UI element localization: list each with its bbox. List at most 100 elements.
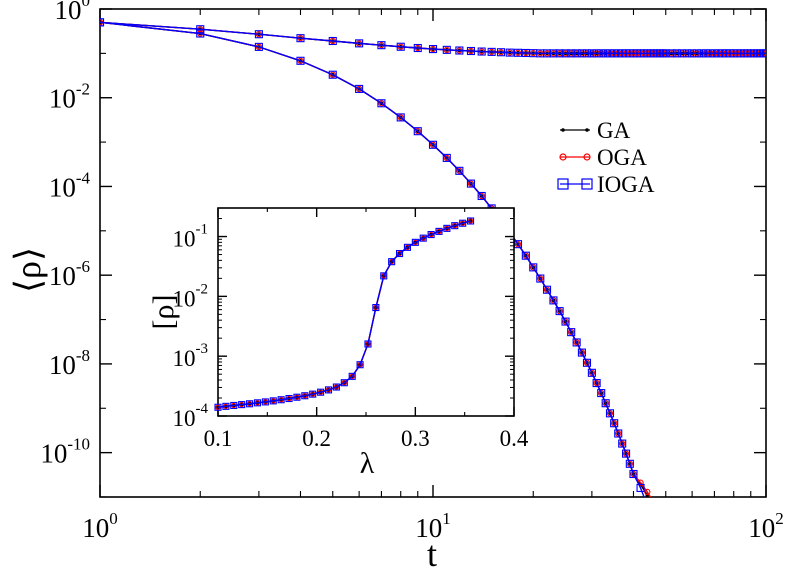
inset-y-tick-label: 10-2 bbox=[173, 281, 209, 311]
data-point bbox=[332, 383, 340, 391]
data-point bbox=[537, 275, 544, 282]
data-point bbox=[572, 49, 581, 58]
main-y-tick-label: 10-8 bbox=[49, 346, 90, 380]
data-point bbox=[412, 239, 419, 246]
data-point bbox=[513, 48, 523, 57]
main-y-tick-label: 10-2 bbox=[49, 80, 90, 114]
data-point bbox=[230, 401, 238, 410]
data-point bbox=[573, 339, 580, 346]
data-point bbox=[667, 49, 676, 58]
data-point bbox=[688, 49, 697, 58]
data-point bbox=[601, 399, 610, 408]
data-point bbox=[214, 403, 222, 411]
data-point bbox=[521, 251, 530, 260]
data-point bbox=[377, 99, 386, 108]
data-point bbox=[397, 114, 404, 121]
data-point bbox=[324, 386, 333, 394]
main-y-tick-label: 10-6 bbox=[49, 257, 90, 291]
data-point bbox=[340, 379, 348, 387]
data-point bbox=[355, 39, 364, 48]
data-point bbox=[459, 219, 467, 227]
data-point bbox=[388, 258, 396, 266]
data-point bbox=[246, 400, 254, 408]
data-point bbox=[636, 483, 645, 492]
data-point bbox=[701, 49, 710, 58]
data-point bbox=[561, 49, 570, 58]
data-point bbox=[309, 390, 317, 398]
data-point bbox=[403, 243, 411, 251]
data-point bbox=[372, 304, 380, 312]
data-point bbox=[618, 439, 627, 448]
data-point bbox=[388, 258, 395, 265]
inset-plot-series bbox=[214, 217, 475, 411]
data-point bbox=[297, 57, 304, 64]
data-point bbox=[672, 49, 681, 58]
data-point bbox=[355, 84, 364, 93]
data-point bbox=[697, 49, 706, 58]
data-point bbox=[456, 167, 463, 174]
legend: GA OGA IOGA bbox=[557, 118, 655, 197]
data-point bbox=[543, 286, 551, 293]
data-point bbox=[467, 180, 475, 187]
data-point bbox=[542, 285, 552, 294]
data-point bbox=[364, 340, 372, 348]
data-point bbox=[238, 401, 246, 409]
legend-marker-ioga bbox=[581, 178, 593, 190]
data-point bbox=[254, 30, 263, 39]
inset-y-tick-label: 10-4 bbox=[173, 401, 209, 431]
data-point bbox=[404, 244, 411, 251]
data-point bbox=[487, 47, 496, 56]
main-y-tick-label: 100 bbox=[55, 0, 91, 25]
data-point bbox=[378, 100, 385, 107]
data-point bbox=[597, 389, 606, 398]
data-point bbox=[614, 429, 623, 438]
main-y-tick-label: 10-10 bbox=[40, 435, 90, 469]
data-point bbox=[443, 224, 451, 232]
data-point bbox=[692, 49, 701, 58]
legend-label-ga: GA bbox=[597, 118, 631, 143]
data-point bbox=[428, 45, 438, 54]
data-point bbox=[466, 46, 475, 56]
main-y-axis-title: ⟨ρ⟩ bbox=[8, 247, 48, 293]
data-point bbox=[593, 379, 600, 387]
data-point bbox=[285, 394, 293, 403]
data-point bbox=[505, 48, 514, 57]
inset-y-tick-label: 10-1 bbox=[173, 222, 209, 252]
inset-x-tick-label: 0.4 bbox=[500, 426, 529, 451]
data-point bbox=[436, 228, 442, 235]
data-point bbox=[444, 225, 450, 232]
data-point bbox=[301, 392, 309, 400]
data-point bbox=[572, 338, 581, 347]
data-point bbox=[555, 49, 564, 58]
data-point bbox=[413, 127, 422, 136]
data-point bbox=[610, 49, 619, 58]
data-point bbox=[605, 49, 615, 58]
data-point bbox=[427, 230, 435, 239]
data-point bbox=[420, 235, 426, 241]
data-point bbox=[644, 488, 651, 496]
legend-label-oga: OGA bbox=[597, 145, 647, 170]
data-point bbox=[592, 49, 601, 58]
data-point bbox=[630, 470, 637, 478]
data-point bbox=[577, 49, 586, 58]
legend-marker-ga bbox=[561, 128, 565, 132]
data-point bbox=[706, 49, 715, 58]
data-point bbox=[428, 140, 438, 149]
data-point bbox=[328, 70, 337, 79]
data-point bbox=[222, 402, 230, 410]
data-point bbox=[619, 440, 626, 447]
main-x-tick-label: 100 bbox=[82, 509, 118, 543]
data-point bbox=[587, 368, 596, 377]
data-point bbox=[317, 388, 325, 396]
data-point bbox=[413, 43, 422, 53]
data-point bbox=[293, 393, 301, 401]
data-point bbox=[477, 191, 486, 201]
data-point bbox=[550, 297, 557, 304]
data-point bbox=[414, 128, 421, 135]
data-point bbox=[683, 49, 692, 58]
data-point bbox=[536, 274, 545, 283]
data-point bbox=[396, 42, 405, 51]
data-point bbox=[341, 379, 348, 386]
data-point bbox=[610, 419, 619, 428]
